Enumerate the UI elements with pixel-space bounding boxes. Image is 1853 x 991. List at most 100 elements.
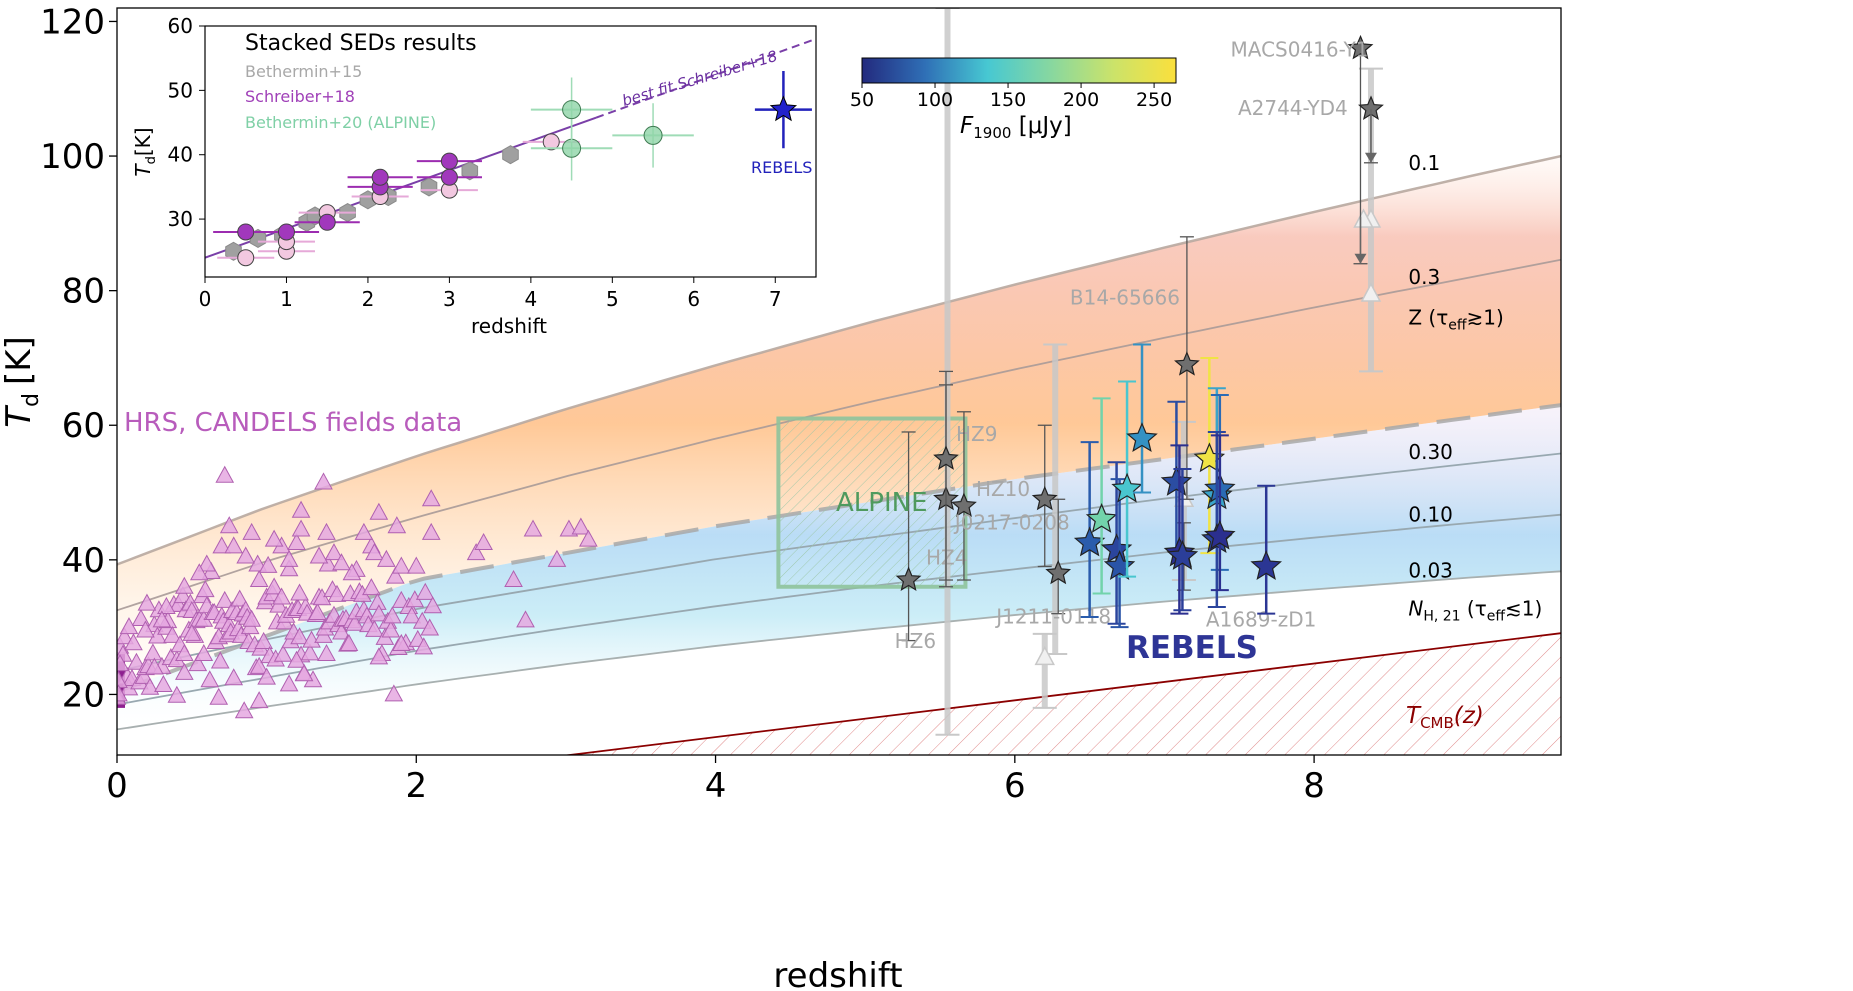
hrs-point-97: [300, 643, 320, 661]
hrs-point-13: [140, 677, 160, 695]
hrs-point-72: [254, 631, 273, 649]
cmb-label: TCMB(z): [1406, 703, 1484, 732]
colorbar-tick-label: 50: [850, 89, 874, 111]
hrs-point-196: [369, 502, 389, 520]
hrs-point-164: [182, 623, 202, 641]
inset-rebels-star: [769, 95, 798, 122]
hrs-point-186: [279, 674, 299, 692]
hrs-point-211: [516, 610, 535, 628]
hrs-point-98: [302, 630, 321, 648]
inset-frame: [204, 25, 817, 278]
colorbar-label: F1900 [μJy]: [960, 113, 1072, 142]
cmb-label-after: (z): [1454, 703, 1484, 729]
hrs-point-133: [382, 606, 402, 624]
lit-star-3: [951, 492, 977, 517]
hrs-point-29: [174, 662, 194, 680]
hrs-point-201: [384, 684, 404, 702]
rebels-star-5: [1126, 422, 1158, 453]
hrs-point-75: [258, 555, 278, 573]
cmb-label-main: T: [1406, 703, 1422, 729]
alpine-point-0: [562, 138, 582, 158]
hrs-point-125: [362, 578, 381, 596]
hrs-point-194: [291, 500, 311, 518]
hrs-point-185: [249, 691, 269, 709]
hrs-point-66: [242, 609, 262, 627]
rebels-star-1: [1085, 502, 1118, 533]
hrs-point-59: [230, 589, 250, 607]
curve-nh-010: [117, 513, 1561, 706]
inset-x-tick-label: 3: [443, 287, 456, 311]
literature-stars: HZ6HZ4HZ9HZ10J0217-0208J1211-0118B14-656…: [895, 34, 1384, 653]
inset-y-label-sub: d: [144, 156, 159, 164]
schreiber-dark-point-0: [237, 223, 255, 241]
hrs-point-83: [273, 644, 293, 662]
y-tick-label: 120: [40, 2, 105, 42]
hrs-point-173: [279, 549, 299, 567]
colorbar-label-sub: 1900: [973, 124, 1011, 142]
hrs-point-166: [257, 667, 276, 685]
hrs-point-153: [391, 556, 411, 574]
curve-label-after: (τ: [1461, 596, 1487, 620]
hrs-point-183: [194, 644, 214, 662]
upper-limit-arrow-head-0: [1364, 152, 1377, 163]
colorbar-tick-label: 200: [1063, 89, 1099, 111]
inset-x-tick-label: 7: [769, 287, 782, 311]
lit-label-8: MACS0416-Y1: [1230, 37, 1368, 61]
hrs-point-169: [189, 563, 209, 581]
hrs-point-56: [224, 668, 244, 686]
inset-legend-schreiber18: Schreiber+18: [245, 87, 355, 106]
hrs-point-157: [242, 522, 262, 540]
lit-label-7: A1689-zD1: [1206, 607, 1316, 631]
hrs-point-23: [163, 625, 182, 643]
lit-star-6: [1174, 351, 1200, 376]
hrs-point-207: [547, 549, 567, 567]
inset-y-axis-label: Td[K]: [131, 127, 159, 176]
schreiber-dark-point-2: [318, 213, 336, 231]
alpine-label: ALPINE: [836, 488, 928, 518]
hrs-point-210: [579, 529, 598, 547]
hrs-point-162: [145, 657, 164, 675]
curve-label-sub: eff: [1448, 318, 1467, 334]
curve-label-after: ≳1): [1467, 306, 1504, 330]
lit-star-0: [895, 566, 922, 591]
hrs-point-214: [117, 654, 130, 672]
y-tick-label: 80: [62, 272, 105, 312]
bethermin15-point-9: [502, 145, 519, 165]
colorbar-tick-label: 250: [1136, 89, 1172, 111]
schreiber-dark-point-5: [440, 168, 458, 186]
hrs-point-42: [200, 670, 220, 688]
x-tick-label: 2: [405, 766, 427, 806]
main-x-axis-label: redshift: [773, 956, 902, 991]
schreiber-light-point-6: [542, 133, 560, 151]
hrs-point-193: [215, 465, 235, 483]
lit-star-5: [1045, 559, 1072, 585]
alpine-box: [776, 416, 968, 589]
hrs-point-147: [197, 554, 217, 572]
hrs-point-143: [415, 582, 435, 600]
x-tick-label: 8: [1303, 766, 1325, 806]
hrs-point-78: [264, 577, 284, 595]
colorbar-tick-label: 100: [917, 89, 953, 111]
inset-rebels-label: REBELS: [751, 158, 812, 177]
alpine-point-2: [643, 125, 663, 145]
hrs-point-146: [136, 620, 155, 638]
hrs-point-170: [157, 596, 176, 614]
hrs-point-204: [474, 532, 493, 551]
curve-label-after: ≲1): [1505, 596, 1542, 620]
hrs-point-209: [571, 517, 591, 535]
hrs-candels-points: [117, 465, 598, 719]
hrs-point-200: [291, 519, 311, 537]
hrs-point-175: [342, 563, 362, 581]
colorbar: 50 100 150 200 250 F1900 [μJy]: [850, 57, 1177, 142]
hrs-point-171: [224, 536, 244, 554]
y-tick-label: 100: [40, 137, 105, 177]
rebels-star-4: [1111, 472, 1143, 503]
upper-limit-arrow-head-1: [1354, 253, 1367, 264]
hrs-point-174: [317, 522, 336, 540]
rebels-star-14: [1250, 550, 1282, 580]
hrs-point-132: [381, 620, 401, 638]
hrs-point-191: [391, 633, 411, 651]
curve-label-main: Z (τ: [1408, 306, 1448, 330]
hrs-point-195: [314, 472, 333, 490]
